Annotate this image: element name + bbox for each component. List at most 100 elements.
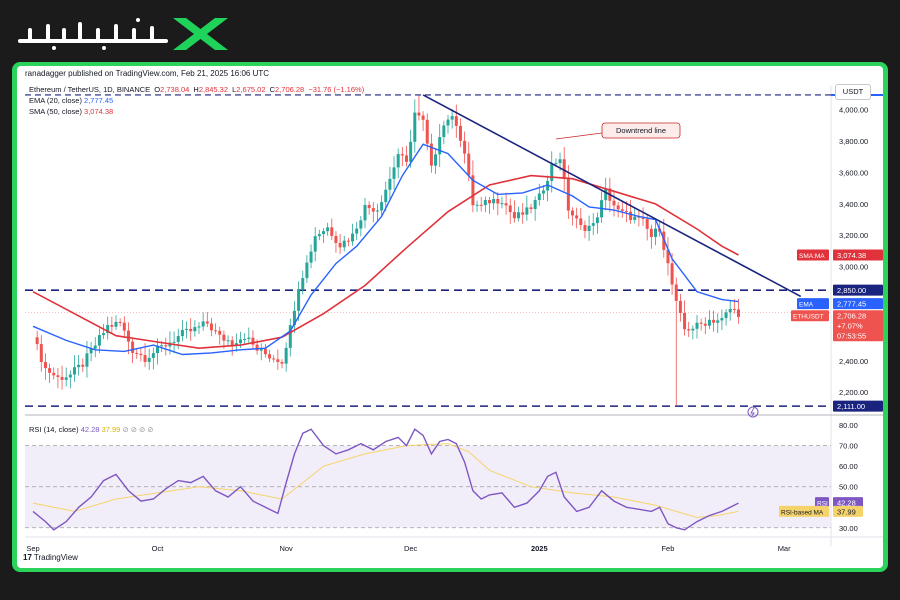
candle-bullish[interactable] (147, 357, 151, 362)
symbol-name[interactable]: Ethereum / TetherUS, 1D, BINANCE (29, 85, 151, 94)
candle-bullish[interactable] (604, 188, 608, 201)
candle-bullish[interactable] (533, 200, 537, 209)
candle-bearish[interactable] (122, 322, 126, 331)
candle-bullish[interactable] (326, 227, 330, 232)
candle-bullish[interactable] (438, 137, 442, 155)
candle-bearish[interactable] (330, 227, 334, 236)
candle-bullish[interactable] (558, 159, 562, 164)
rsi-line[interactable] (32, 428, 739, 531)
candle-bearish[interactable] (139, 353, 143, 356)
candle-bearish[interactable] (629, 211, 633, 221)
candle-bearish[interactable] (425, 119, 429, 144)
price-chart[interactable]: 4,000.00 3,800.00 3,600.00 3,400.00 3,200.00… (17, 66, 883, 568)
candle-bullish[interactable] (537, 193, 541, 201)
candle-bearish[interactable] (39, 344, 43, 362)
candle-bearish[interactable] (222, 334, 226, 341)
candle-bullish[interactable] (550, 164, 554, 181)
candle-bullish[interactable] (363, 204, 367, 221)
candle-bullish[interactable] (64, 377, 68, 380)
candle-bullish[interactable] (317, 234, 321, 237)
candle-bearish[interactable] (454, 116, 458, 126)
candle-bullish[interactable] (313, 236, 317, 252)
candle-bearish[interactable] (255, 344, 259, 351)
candle-bullish[interactable] (226, 340, 230, 342)
candle-bearish[interactable] (276, 359, 280, 363)
candle-bearish[interactable] (205, 321, 209, 324)
candle-bullish[interactable] (73, 367, 76, 375)
candle-bearish[interactable] (263, 348, 267, 355)
lightning-icon[interactable] (747, 406, 759, 418)
candle-bearish[interactable] (641, 217, 645, 219)
candle-bullish[interactable] (541, 190, 545, 194)
candle-bullish[interactable] (259, 348, 263, 351)
candle-bullish[interactable] (446, 119, 450, 126)
candle-bullish[interactable] (409, 141, 413, 162)
candle-bullish[interactable] (243, 338, 247, 340)
candle-bearish[interactable] (521, 212, 525, 215)
candle-bearish[interactable] (624, 210, 628, 212)
candle-bullish[interactable] (89, 348, 93, 354)
candle-bullish[interactable] (239, 339, 242, 344)
candle-bullish[interactable] (201, 321, 205, 327)
candle-bullish[interactable] (396, 154, 400, 168)
candle-bullish[interactable] (517, 212, 521, 219)
candle-bearish[interactable] (118, 321, 122, 323)
candle-bullish[interactable] (554, 163, 558, 165)
candle-bullish[interactable] (301, 278, 305, 290)
candle-bearish[interactable] (110, 325, 114, 327)
candle-bullish[interactable] (728, 308, 732, 313)
candle-bearish[interactable] (504, 203, 508, 206)
candle-bearish[interactable] (666, 249, 670, 264)
candle-bearish[interactable] (48, 368, 52, 373)
candle-bullish[interactable] (483, 200, 487, 206)
candle-bearish[interactable] (562, 159, 566, 179)
currency-selector[interactable]: USDT (835, 84, 871, 100)
candle-bearish[interactable] (214, 330, 218, 332)
candle-bearish[interactable] (678, 300, 682, 313)
candle-bullish[interactable] (707, 319, 711, 326)
candle-bullish[interactable] (322, 231, 325, 235)
candle-bearish[interactable] (670, 263, 674, 285)
candle-bullish[interactable] (247, 337, 251, 339)
candle-bullish[interactable] (475, 204, 479, 206)
candle-bullish[interactable] (172, 341, 176, 343)
candle-bullish[interactable] (355, 228, 359, 234)
candle-bearish[interactable] (81, 364, 85, 367)
candle-bearish[interactable] (35, 337, 39, 345)
candle-bearish[interactable] (712, 319, 716, 323)
candle-bullish[interactable] (85, 353, 89, 367)
candle-bearish[interactable] (620, 209, 624, 211)
candle-bearish[interactable] (575, 215, 579, 219)
candle-bullish[interactable] (392, 167, 396, 179)
candle-bullish[interactable] (292, 310, 296, 326)
candle-bearish[interactable] (405, 155, 408, 162)
candle-bullish[interactable] (342, 240, 346, 248)
candle-bearish[interactable] (703, 323, 707, 326)
candle-bullish[interactable] (102, 333, 106, 336)
candle-bullish[interactable] (359, 220, 363, 229)
candle-bearish[interactable] (732, 308, 736, 310)
sma-50-line[interactable] (32, 174, 739, 350)
candle-bullish[interactable] (180, 329, 184, 337)
candle-bullish[interactable] (93, 345, 97, 349)
candle-bullish[interactable] (234, 343, 238, 346)
candle-bearish[interactable] (479, 204, 483, 206)
candle-bullish[interactable] (156, 345, 159, 354)
candle-bearish[interactable] (371, 208, 375, 212)
candle-bullish[interactable] (492, 198, 496, 204)
candle-bearish[interactable] (126, 330, 130, 342)
tradingview-logo[interactable]: 17 TradingView (23, 553, 78, 562)
candle-bullish[interactable] (434, 154, 438, 166)
candle-bullish[interactable] (160, 345, 164, 347)
candle-bearish[interactable] (645, 218, 649, 229)
candle-bullish[interactable] (591, 223, 595, 226)
candle-bearish[interactable] (56, 375, 60, 377)
candle-bearish[interactable] (164, 345, 168, 347)
candle-bearish[interactable] (529, 207, 533, 209)
candle-bullish[interactable] (297, 289, 301, 311)
callout-box[interactable] (601, 122, 681, 139)
candle-bearish[interactable] (268, 354, 272, 359)
rsi-legend[interactable]: RSI (14, close) 42.28 37.99 ⊘⊘⊘⊘ (29, 425, 156, 434)
candle-bullish[interactable] (351, 233, 355, 242)
candle-bullish[interactable] (185, 328, 189, 330)
